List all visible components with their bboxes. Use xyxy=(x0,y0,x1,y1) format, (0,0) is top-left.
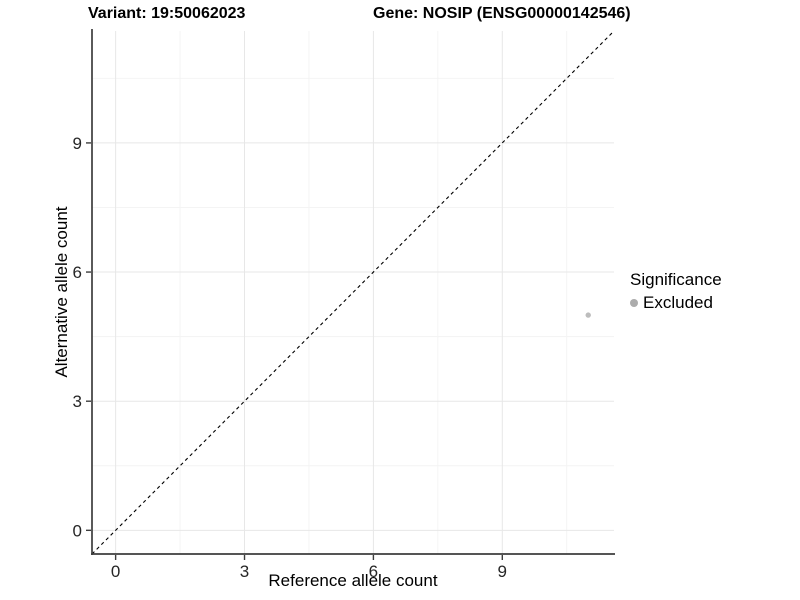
x-tick-label: 0 xyxy=(111,562,120,581)
legend-title: Significance xyxy=(630,270,722,289)
excluded-point-icon xyxy=(630,299,638,307)
data-point xyxy=(585,312,591,318)
x-tick-label: 9 xyxy=(498,562,507,581)
x-axis-title: Reference allele count xyxy=(268,571,438,590)
plot-title-variant: Variant: 19:50062023 xyxy=(88,5,246,22)
identity-line xyxy=(91,30,615,555)
y-tick-label: 6 xyxy=(73,263,82,282)
y-tick-label: 3 xyxy=(73,392,82,411)
legend-entry-excluded: Excluded xyxy=(630,293,722,313)
legend-entry-label: Excluded xyxy=(643,293,713,312)
legend: Significance Excluded xyxy=(630,270,722,313)
x-tick-label: 3 xyxy=(240,562,249,581)
y-axis-title: Alternative allele count xyxy=(52,206,71,378)
x-tick-label: 6 xyxy=(369,562,378,581)
y-tick-label: 0 xyxy=(73,521,82,540)
plot-title-gene: Gene: NOSIP (ENSG00000142546) xyxy=(373,5,631,22)
y-tick-label: 9 xyxy=(73,134,82,153)
